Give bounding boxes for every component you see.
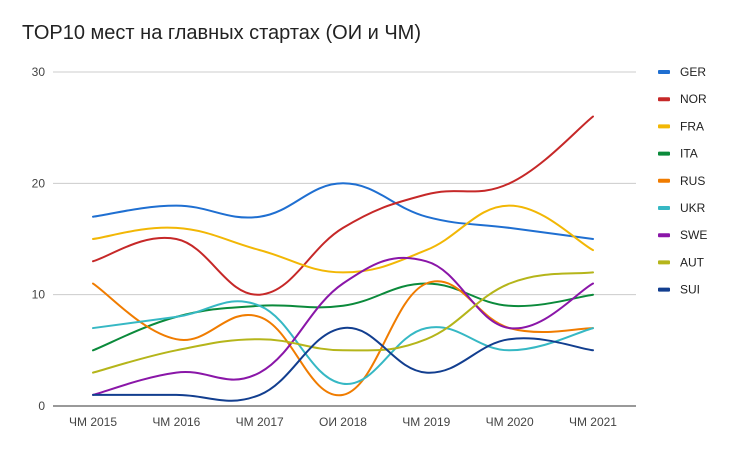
x-tick-label: ОИ 2018	[319, 415, 367, 429]
y-tick-label: 0	[38, 399, 45, 413]
x-tick-label: ЧМ 2016	[152, 415, 200, 429]
legend: GER NOR FRA ITA RUS UKR SWE AUT SUI	[658, 65, 707, 297]
series-line-fra	[92, 204, 594, 274]
series-line-ger	[92, 182, 594, 240]
legend-swatch-ita	[658, 151, 670, 156]
legend-swatch-sui	[658, 287, 670, 292]
y-tick-label: 10	[32, 288, 46, 302]
legend-label-nor: NOR	[680, 92, 707, 106]
axes: 0 10 20 30 ЧМ 2015 ЧМ 2016 ЧМ 2017 ОИ 2018 ЧМ 20…	[32, 65, 636, 429]
legend-label-fra: FRA	[680, 119, 704, 133]
y-tick-label: 20	[32, 176, 46, 190]
legend-label-ukr: UKR	[680, 201, 706, 215]
y-tick-label: 30	[32, 65, 46, 79]
x-tick-label: ЧМ 2015	[69, 415, 117, 429]
legend-label-rus: RUS	[680, 174, 705, 188]
series-line-aut	[92, 271, 594, 374]
series-line-ukr	[92, 300, 594, 385]
series-line-nor	[92, 115, 594, 296]
legend-label-swe: SWE	[680, 228, 707, 242]
legend-label-sui: SUI	[680, 283, 700, 297]
legend-label-aut: AUT	[680, 255, 705, 269]
series-lines	[92, 115, 594, 402]
series-line-ita	[92, 282, 594, 352]
legend-swatch-ukr	[658, 206, 670, 210]
legend-swatch-nor	[658, 97, 670, 102]
legend-swatch-ger	[658, 70, 670, 74]
x-tick-label: ЧМ 2020	[486, 415, 534, 429]
legend-label-ger: GER	[680, 65, 706, 79]
series-line-sui	[92, 327, 594, 402]
series-line-swe	[92, 256, 594, 396]
legend-swatch-swe	[658, 233, 670, 238]
legend-label-ita: ITA	[680, 147, 698, 161]
legend-swatch-aut	[658, 260, 670, 265]
x-tick-label: ЧМ 2021	[569, 415, 617, 429]
chart-title: TOP10 мест на главных стартах (ОИ и ЧМ)	[22, 22, 422, 44]
x-tick-label: ЧМ 2017	[236, 415, 284, 429]
x-tick-label: ЧМ 2019	[402, 415, 450, 429]
legend-swatch-rus	[658, 178, 670, 183]
legend-swatch-fra	[658, 124, 670, 129]
